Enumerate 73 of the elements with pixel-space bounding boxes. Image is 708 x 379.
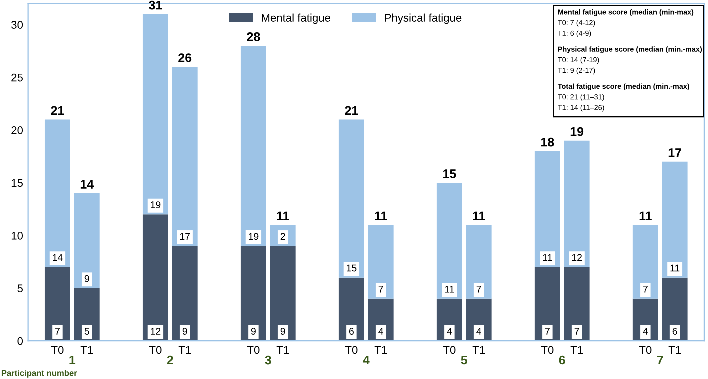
x-tick-label: T0 <box>149 346 162 354</box>
total-label: 14 <box>80 180 94 189</box>
x-tick-label: T0 <box>541 346 554 354</box>
data-label: 14 <box>53 254 63 262</box>
x-tick-label: T1 <box>570 346 584 354</box>
total-label: 18 <box>542 138 554 147</box>
x-tick-label: T0 <box>345 346 358 354</box>
legend-label: Mental fatigue <box>262 14 330 24</box>
total-label: 17 <box>668 148 682 158</box>
data-label: 2 <box>280 233 286 240</box>
data-label: 17 <box>180 233 190 240</box>
data-label: 6 <box>349 328 354 335</box>
total-label: 11 <box>640 212 652 220</box>
x-tick-label: T1 <box>668 346 682 354</box>
data-label: 11 <box>445 286 454 293</box>
x-tick-label: T0 <box>443 346 456 354</box>
data-label: 15 <box>347 264 357 272</box>
total-label: 26 <box>178 54 192 62</box>
data-label: 9 <box>182 328 188 335</box>
data-label: 11 <box>543 254 552 262</box>
x-tick-label: T1 <box>178 346 192 354</box>
y-tick-label: 5 <box>18 284 23 293</box>
legend-label: Physical fatigue <box>385 14 462 24</box>
data-label: 7 <box>56 328 60 335</box>
x-tick-label: T0 <box>639 346 652 354</box>
data-label: 9 <box>84 275 90 282</box>
text: 6 <box>559 356 566 365</box>
y-tick-label: 0 <box>18 337 24 346</box>
total-label: 15 <box>444 170 456 178</box>
data-label: 7 <box>574 328 580 335</box>
data-label: 19 <box>249 233 259 240</box>
data-label: 7 <box>643 286 648 293</box>
data-label: 9 <box>251 328 256 335</box>
data-label: 5 <box>84 328 90 335</box>
data-label: 9 <box>280 328 286 335</box>
y-tick-label: 20 <box>12 126 24 134</box>
x-tick-label: T1 <box>80 346 94 354</box>
total-label: 11 <box>277 212 290 220</box>
text: 2 <box>167 356 174 365</box>
data-label: 7 <box>476 286 482 293</box>
data-label: 4 <box>643 328 648 335</box>
y-tick-label: 15 <box>12 179 23 188</box>
total-label: 11 <box>375 212 388 220</box>
x-tick-label: T1 <box>276 346 290 354</box>
total-label: 11 <box>473 212 486 220</box>
data-label: 19 <box>151 202 161 208</box>
total-label: 19 <box>570 127 584 136</box>
data-label: 11 <box>670 264 680 272</box>
data-label: 4 <box>378 328 384 335</box>
y-tick-label: 25 <box>12 74 23 82</box>
y-tick-label: 10 <box>12 232 24 240</box>
total-label: 21 <box>345 106 358 116</box>
text: 7 <box>657 356 664 365</box>
total-label: 28 <box>247 32 260 42</box>
x-tick-label: T0 <box>247 346 260 354</box>
text: 4 <box>363 356 370 365</box>
x-tick-label: T0 <box>51 346 64 354</box>
data-label: 4 <box>447 328 452 335</box>
text: 1 <box>70 356 76 365</box>
data-label: 6 <box>672 328 678 335</box>
x-axis-title: Participant number <box>2 370 78 378</box>
total-label: 31 <box>149 0 162 10</box>
y-tick-label: 30 <box>12 21 24 30</box>
text: 3 <box>265 356 272 365</box>
x-tick-label: T1 <box>472 346 486 354</box>
total-label: 21 <box>51 106 64 116</box>
data-label: 7 <box>545 328 550 335</box>
data-label: 4 <box>476 328 482 335</box>
data-label: 12 <box>572 254 582 262</box>
x-tick-label: T1 <box>374 346 388 354</box>
data-label: 7 <box>378 286 384 293</box>
data-label: 12 <box>151 328 161 335</box>
text: 5 <box>461 356 468 365</box>
